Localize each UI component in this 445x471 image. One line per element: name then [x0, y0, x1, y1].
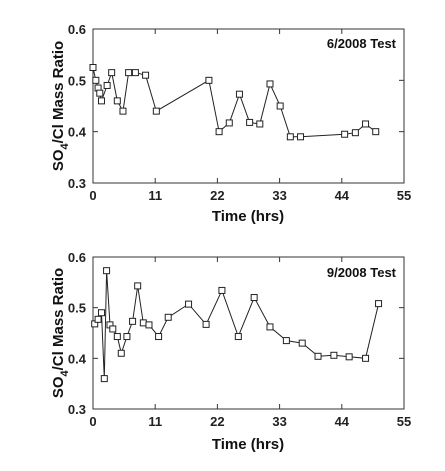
y-tick-labels-1: 0.3 0.4 0.5 0.6	[68, 22, 87, 191]
x-tick-labels-1: 0 11 22 33 44 55	[89, 188, 411, 203]
data-point	[256, 120, 264, 128]
data-point	[113, 97, 121, 105]
data-point	[152, 107, 160, 115]
data-point	[109, 325, 117, 333]
y-tick-label: 0.4	[68, 125, 87, 140]
annotation-2: 9/2008 Test	[327, 265, 397, 280]
chart-panel-2: 0 11 22 33 44 55 0.3 0.4 0.5 0.6 9/2008 Test Tim…	[50, 250, 411, 453]
y-tick-labels-2: 0.3 0.4 0.5 0.6	[68, 250, 87, 417]
plot-frame-1	[92, 28, 405, 184]
y-tick-label: 0.6	[68, 22, 86, 37]
data-point	[330, 351, 338, 359]
y-tick-label: 0.3	[68, 176, 86, 191]
series-line-1	[92, 67, 377, 138]
data-point	[205, 76, 213, 84]
x-tick-label: 0	[89, 188, 96, 203]
data-point	[246, 118, 254, 126]
x-tick-label: 44	[335, 188, 350, 203]
data-point	[100, 375, 108, 383]
x-tick-label: 0	[89, 414, 96, 429]
x-axis-label-1: Time (hrs)	[212, 208, 284, 225]
data-point	[131, 69, 139, 77]
data-point	[92, 76, 100, 84]
data-point	[276, 102, 284, 110]
y-axis-label-1: SO4/Cl Mass Ratio	[50, 41, 71, 171]
x-ticks-2	[92, 257, 405, 409]
data-point	[362, 354, 370, 362]
plot-frame-2	[92, 256, 405, 410]
markers-1	[89, 64, 380, 141]
data-point	[97, 97, 105, 105]
y-tick-label: 0.5	[68, 301, 86, 316]
annotation-1: 6/2008 Test	[327, 36, 397, 51]
x-tick-label: 55	[397, 188, 411, 203]
data-point	[103, 267, 111, 275]
data-point	[297, 133, 305, 141]
data-point	[119, 107, 127, 115]
data-point	[129, 317, 137, 325]
data-point	[286, 133, 294, 141]
x-tick-label: 44	[335, 414, 350, 429]
data-point	[298, 339, 306, 347]
markers-2	[91, 267, 383, 383]
data-point	[266, 80, 274, 88]
data-point	[362, 120, 370, 128]
x-tick-labels-2: 0 11 22 33 44 55	[89, 414, 411, 429]
data-point	[351, 129, 359, 137]
y-tick-label: 0.5	[68, 73, 86, 88]
y-axis-label-2: SO4/Cl Mass Ratio	[50, 268, 71, 398]
x-tick-label: 11	[148, 188, 162, 203]
data-point	[185, 300, 193, 308]
data-point	[117, 349, 125, 357]
x-axis-label-2: Time (hrs)	[212, 436, 284, 453]
x-ticks-1	[92, 29, 405, 183]
data-point	[266, 323, 274, 331]
data-point	[94, 315, 102, 323]
x-tick-label: 22	[210, 414, 224, 429]
data-point	[108, 69, 116, 77]
data-point	[96, 89, 104, 97]
data-point	[202, 320, 210, 328]
data-point	[164, 313, 172, 321]
y-tick-label: 0.3	[68, 402, 86, 417]
data-point	[314, 352, 322, 360]
x-tick-label: 22	[210, 188, 224, 203]
y-ticks-2	[93, 256, 404, 410]
x-tick-label: 33	[272, 188, 286, 203]
data-point	[341, 130, 349, 138]
x-tick-label: 11	[148, 414, 162, 429]
data-point	[139, 319, 147, 327]
data-point	[345, 353, 353, 361]
data-point	[145, 321, 153, 329]
data-point	[89, 64, 97, 71]
data-point	[113, 333, 121, 341]
data-point	[235, 90, 243, 98]
data-point	[250, 294, 258, 302]
data-point	[97, 309, 105, 317]
data-point	[142, 71, 150, 79]
y-tick-label: 0.4	[68, 351, 87, 366]
data-point	[234, 333, 242, 341]
data-point	[218, 286, 226, 294]
y-tick-label: 0.6	[68, 250, 86, 265]
data-point	[282, 337, 290, 345]
x-tick-label: 33	[272, 414, 286, 429]
data-point	[155, 333, 163, 341]
data-point	[103, 81, 111, 89]
x-tick-label: 55	[397, 414, 411, 429]
data-point	[215, 128, 223, 136]
data-point	[225, 119, 233, 127]
data-point	[123, 333, 131, 341]
data-point	[125, 69, 133, 77]
data-point	[134, 282, 142, 290]
data-point	[375, 300, 383, 308]
y-ticks-1	[93, 28, 404, 184]
chart-panel-1: 0 11 22 33 44 55 0.3 0.4 0.5 0.6 6/2008 Test Tim…	[50, 22, 411, 225]
data-point	[372, 128, 380, 136]
